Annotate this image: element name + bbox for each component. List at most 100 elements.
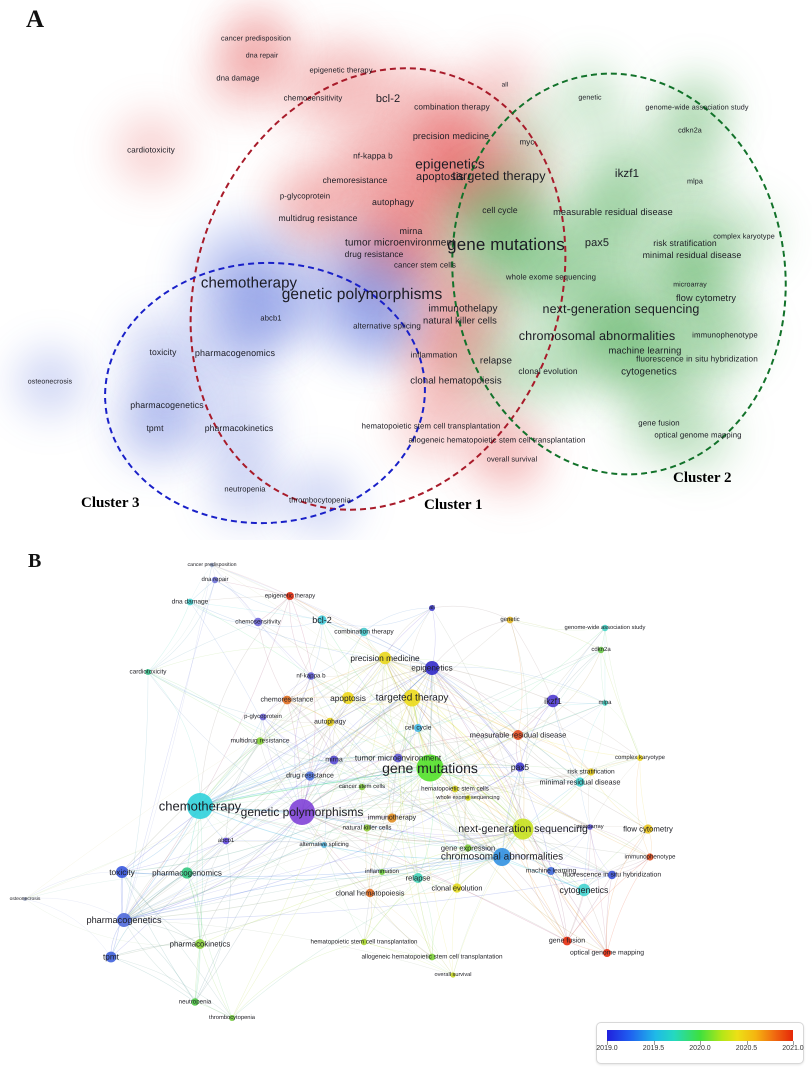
network-node[interactable] bbox=[209, 562, 215, 568]
network-node[interactable] bbox=[493, 848, 511, 866]
network-node[interactable] bbox=[321, 842, 327, 848]
network-node[interactable] bbox=[259, 713, 267, 721]
density-keyword: myc bbox=[519, 137, 535, 147]
network-edge bbox=[361, 657, 386, 788]
network-edge bbox=[301, 702, 606, 813]
network-keyword: immunophenotype bbox=[624, 853, 676, 861]
network-node[interactable] bbox=[229, 1015, 235, 1021]
network-node[interactable] bbox=[562, 936, 572, 946]
network-keyword: minimal residual disease bbox=[539, 777, 621, 787]
network-node[interactable] bbox=[452, 883, 462, 893]
network-node[interactable] bbox=[211, 576, 219, 584]
network-node[interactable] bbox=[358, 783, 366, 791]
density-keyword: chemosensitivity bbox=[283, 93, 343, 103]
network-keyword: epigenetic therapy bbox=[264, 592, 316, 600]
density-keyword: osteonecrosis bbox=[27, 378, 73, 386]
network-keyword: dna repair bbox=[201, 577, 229, 583]
network-node[interactable] bbox=[191, 998, 199, 1006]
network-node[interactable] bbox=[643, 824, 653, 834]
network-node[interactable] bbox=[378, 651, 392, 665]
network-edge bbox=[24, 872, 188, 900]
network-node[interactable] bbox=[289, 799, 315, 825]
network-node[interactable] bbox=[222, 837, 230, 845]
network-node[interactable] bbox=[145, 669, 151, 675]
network-node[interactable] bbox=[603, 949, 611, 957]
network-edge bbox=[24, 871, 123, 900]
network-node[interactable] bbox=[450, 972, 456, 978]
network-node[interactable] bbox=[393, 753, 403, 763]
density-keyword: gene fusion bbox=[638, 418, 680, 428]
network-node[interactable] bbox=[607, 870, 617, 880]
network-node[interactable] bbox=[515, 762, 525, 772]
network-node[interactable] bbox=[597, 646, 605, 654]
network-node[interactable] bbox=[342, 692, 354, 704]
network-node[interactable] bbox=[325, 717, 335, 727]
network-node[interactable] bbox=[602, 700, 608, 706]
network-node[interactable] bbox=[464, 844, 472, 852]
network-node[interactable] bbox=[317, 615, 327, 625]
network-keyword: alternative splicing bbox=[299, 842, 349, 848]
network-node[interactable] bbox=[587, 824, 593, 830]
network-keyword: all bbox=[429, 605, 435, 611]
network-node[interactable] bbox=[547, 867, 555, 875]
network-node[interactable] bbox=[513, 730, 523, 740]
network-edge bbox=[604, 702, 641, 759]
network-node[interactable] bbox=[451, 785, 459, 793]
network-node[interactable] bbox=[105, 951, 117, 963]
network-node[interactable] bbox=[646, 853, 654, 861]
network-edge bbox=[123, 740, 261, 921]
network-node[interactable] bbox=[601, 624, 609, 632]
network-node[interactable] bbox=[282, 695, 292, 705]
network-node[interactable] bbox=[577, 883, 591, 897]
network-edge bbox=[211, 564, 291, 597]
network-node[interactable] bbox=[286, 592, 294, 600]
network-node[interactable] bbox=[587, 768, 595, 776]
network-node[interactable] bbox=[305, 771, 315, 781]
density-keyword: bcl-2 bbox=[375, 93, 401, 105]
network-edge bbox=[211, 564, 503, 858]
network-edge bbox=[381, 657, 399, 759]
network-node[interactable] bbox=[360, 938, 368, 946]
network-edge bbox=[464, 797, 469, 849]
network-node[interactable] bbox=[307, 672, 315, 680]
network-node[interactable] bbox=[379, 869, 385, 875]
network-node[interactable] bbox=[116, 866, 128, 878]
network-node[interactable] bbox=[365, 888, 375, 898]
network-node[interactable] bbox=[414, 724, 422, 732]
network-node[interactable] bbox=[465, 795, 471, 801]
network-node[interactable] bbox=[387, 813, 397, 823]
network-node[interactable] bbox=[117, 913, 131, 927]
network-node[interactable] bbox=[181, 867, 193, 879]
network-edge bbox=[369, 892, 454, 976]
network-node[interactable] bbox=[363, 824, 371, 832]
network-node[interactable] bbox=[186, 598, 194, 606]
network-keyword: fluorescence in situ hybridization bbox=[562, 871, 662, 879]
network-node[interactable] bbox=[429, 605, 435, 611]
network-keyword: allogeneic hematopoietic stem cell trans… bbox=[361, 953, 503, 961]
network-node[interactable] bbox=[187, 793, 213, 819]
network-node[interactable] bbox=[329, 755, 339, 765]
network-node[interactable] bbox=[428, 953, 436, 961]
density-keyword: targeted therapy bbox=[452, 169, 546, 183]
network-node[interactable] bbox=[416, 754, 444, 782]
network-node[interactable] bbox=[506, 616, 514, 624]
network-node[interactable] bbox=[359, 627, 369, 637]
network-node[interactable] bbox=[413, 873, 423, 883]
network-keyword: abcb1 bbox=[217, 838, 235, 844]
network-node[interactable] bbox=[256, 737, 264, 745]
network-node[interactable] bbox=[637, 755, 643, 761]
network-node[interactable] bbox=[403, 689, 421, 707]
network-edge bbox=[517, 734, 592, 773]
density-keyword: risk stratification bbox=[653, 238, 717, 248]
network-node[interactable] bbox=[195, 939, 205, 949]
network-keyword: tumor microenvironment bbox=[354, 753, 442, 763]
network-edge bbox=[214, 579, 259, 623]
network-node[interactable] bbox=[425, 661, 439, 675]
network-edge bbox=[391, 757, 399, 819]
network-edge bbox=[199, 840, 227, 945]
network-node[interactable] bbox=[253, 617, 263, 627]
network-node[interactable] bbox=[512, 818, 534, 840]
network-node[interactable] bbox=[575, 777, 585, 787]
network-node[interactable] bbox=[546, 694, 560, 708]
network-node[interactable] bbox=[23, 897, 27, 901]
